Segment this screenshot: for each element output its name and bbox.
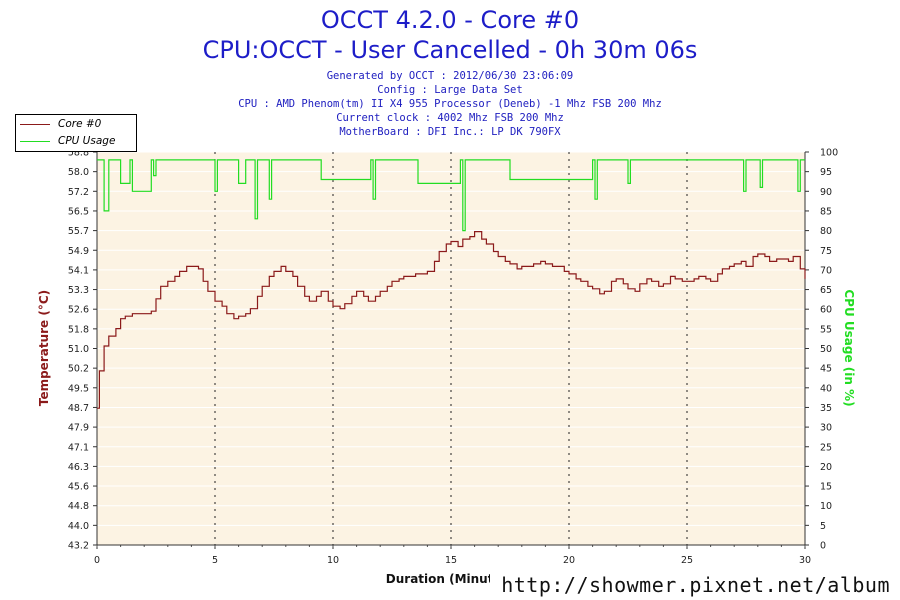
- legend-swatch-core0: [20, 123, 50, 125]
- legend-item-cpu-usage: CPU Usage: [20, 134, 115, 148]
- y-right-tick-label: 95: [820, 167, 832, 178]
- x-tick-label: 25: [681, 555, 693, 566]
- y-left-tick-label: 49.5: [68, 383, 89, 394]
- x-tick-label: 20: [563, 555, 575, 566]
- x-tick-label: 0: [94, 555, 100, 566]
- info-line-motherboard: MotherBoard : DFI Inc.: LP DK 790FX: [339, 126, 561, 138]
- series-line-core0: [97, 231, 806, 409]
- y-left-tick-label: 44.8: [68, 501, 89, 512]
- y-left-tick-label: 47.9: [68, 423, 89, 434]
- legend-label-core0: Core #0: [58, 118, 102, 130]
- info-line-clock: Current clock : 4002 Mhz FSB 200 Mhz: [336, 112, 564, 124]
- chart-legend: Core #0 CPU Usage: [15, 114, 137, 152]
- info-line-config: Config : Large Data Set: [377, 84, 523, 96]
- y-left-tick-label: 45.6: [68, 482, 89, 493]
- y-right-tick-label: 20: [820, 462, 832, 473]
- y-left-tick-label: 44.0: [68, 521, 89, 532]
- x-axis-label: Duration (Minutes): [385, 572, 515, 586]
- legend-item-core0: Core #0: [20, 117, 101, 131]
- x-tick-label: 30: [799, 555, 811, 566]
- y-right-tick-label: 70: [820, 265, 832, 276]
- y-left-tick-label: 48.7: [68, 403, 89, 414]
- chart-subtitle: CPU:OCCT - User Cancelled - 0h 30m 06s: [202, 36, 698, 64]
- y-right-tick-label: 85: [820, 206, 832, 217]
- y-left-tick-label: 57.2: [68, 187, 89, 198]
- y-left-tick-label: 53.3: [68, 285, 89, 296]
- y-left-tick-label: 58.8: [68, 148, 89, 159]
- y-left-tick-label: 58.0: [68, 167, 89, 178]
- chart-title: OCCT 4.2.0 - Core #0: [320, 6, 580, 34]
- y-left-tick-label: 54.9: [68, 246, 89, 257]
- y-right-tick-label: 5: [820, 521, 826, 532]
- y-right-tick-label: 60: [820, 305, 832, 316]
- y-left-tick-label: 51.8: [68, 324, 89, 335]
- y-right-tick-label: 0: [820, 541, 826, 552]
- info-line-generated: Generated by OCCT : 2012/06/30 23:06:09: [326, 70, 574, 82]
- legend-label-cpu-usage: CPU Usage: [58, 135, 116, 147]
- y-axis-left-label: Temperature (°C): [37, 289, 51, 407]
- y-right-tick-label: 25: [820, 442, 832, 453]
- x-tick-label: 15: [445, 555, 457, 566]
- y-left-tick-label: 43.2: [68, 541, 89, 552]
- y-left-tick-label: 54.1: [68, 265, 89, 276]
- y-left-tick-label: 56.5: [68, 206, 89, 217]
- y-axis-right-label: CPU Usage (in %): [842, 289, 856, 407]
- y-right-tick-label: 45: [820, 364, 832, 375]
- y-left-tick-label: 51.0: [68, 344, 89, 355]
- y-right-tick-label: 15: [820, 482, 832, 493]
- series-line-cpu-usage: [97, 159, 805, 232]
- x-tick-label: 5: [212, 555, 218, 566]
- y-right-tick-label: 55: [820, 324, 832, 335]
- y-left-tick-label: 52.6: [68, 305, 89, 316]
- legend-swatch-cpu-usage: [20, 140, 50, 142]
- y-right-tick-label: 80: [820, 226, 832, 237]
- y-right-tick-label: 50: [820, 344, 832, 355]
- y-left-tick-label: 46.3: [68, 462, 89, 473]
- y-right-tick-label: 30: [820, 423, 832, 434]
- watermark-background: [490, 571, 900, 600]
- y-left-tick-label: 47.1: [68, 442, 89, 453]
- y-right-tick-label: 100: [820, 148, 838, 159]
- watermark-text: http://showmer.pixnet.net/album: [501, 573, 890, 597]
- y-right-tick-label: 35: [820, 403, 832, 414]
- x-tick-label: 10: [327, 555, 339, 566]
- y-left-tick-label: 55.7: [68, 226, 89, 237]
- y-right-tick-label: 10: [820, 501, 832, 512]
- info-line-cpu: CPU : AMD Phenom(tm) II X4 955 Processor…: [238, 98, 662, 110]
- y-right-tick-label: 65: [820, 285, 832, 296]
- y-right-tick-label: 40: [820, 383, 832, 394]
- y-right-tick-label: 75: [820, 246, 832, 257]
- y-right-tick-label: 90: [820, 187, 832, 198]
- y-left-tick-label: 50.2: [68, 364, 89, 375]
